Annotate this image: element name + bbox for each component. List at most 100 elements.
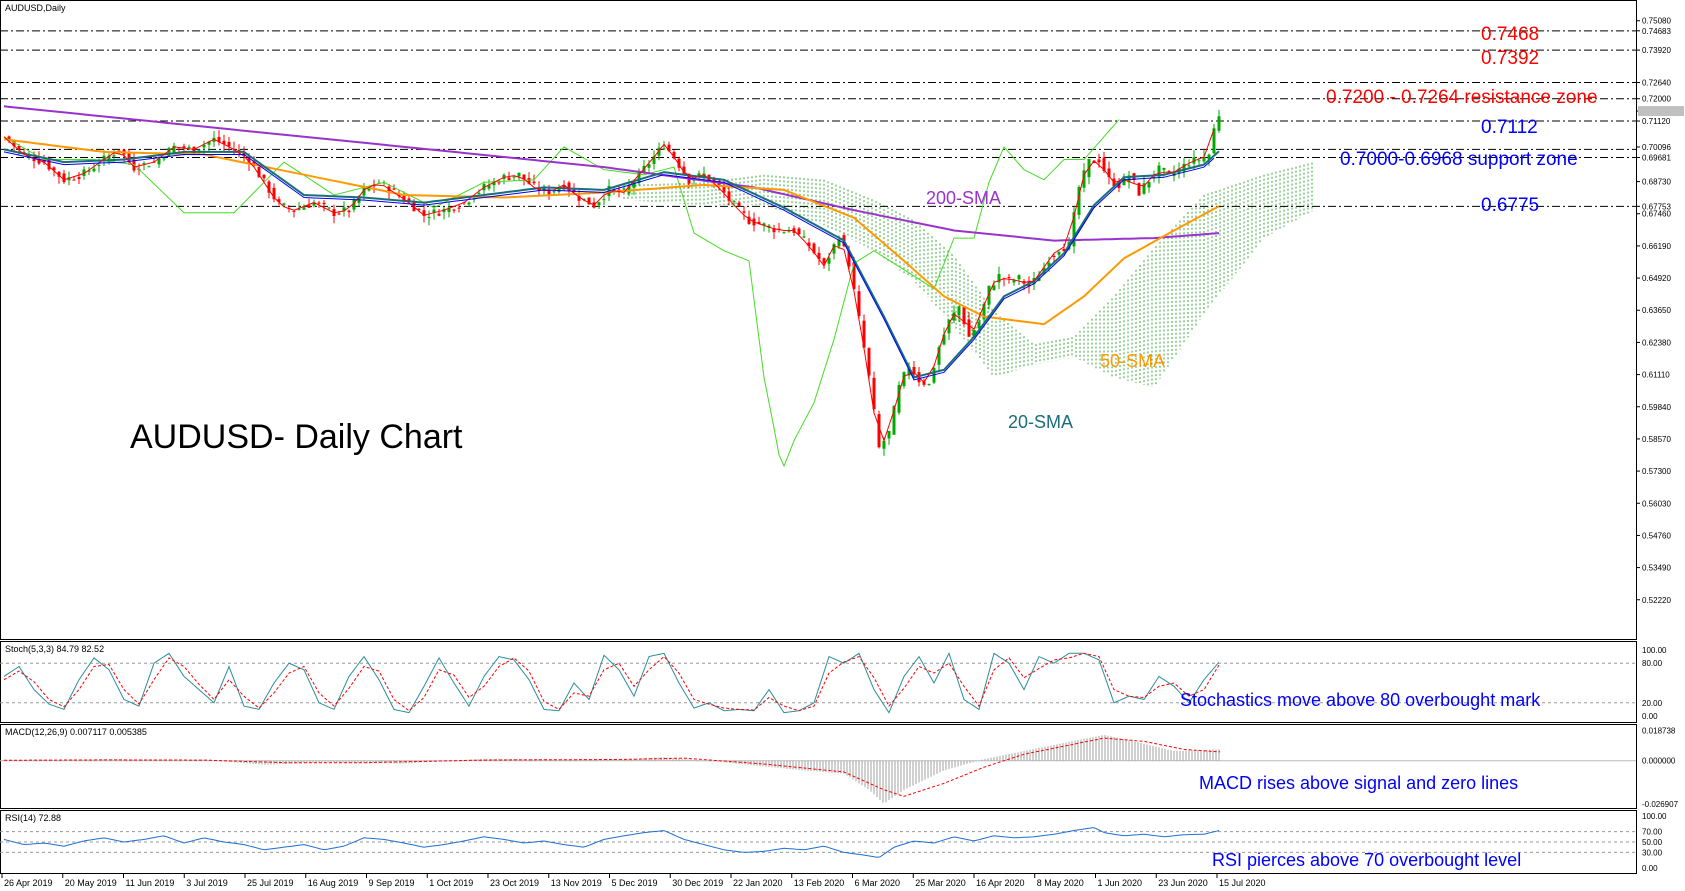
x-axis: 26 Apr 2019 20 May 2019 11 Jun 2019 3 Jul 2… (1, 874, 1266, 888)
candle-body (432, 209, 436, 213)
price-axis-label: 0.56030 (1642, 499, 1671, 508)
candle-body (202, 144, 206, 148)
price-axis-label: 0.63650 (1642, 306, 1671, 315)
candle-body (1202, 156, 1206, 162)
candle-body (907, 366, 911, 376)
candle-body (782, 232, 786, 234)
candle-body (897, 384, 901, 413)
candle-body (757, 221, 761, 224)
candle-body (142, 163, 146, 165)
candle-body (947, 319, 951, 334)
level-label-7392: 0.7392 (1481, 48, 1539, 69)
x-axis-label: 13 Nov 2019 (551, 878, 602, 888)
candle-body (127, 153, 131, 162)
macd-caption: MACD rises above signal and zero lines (1199, 773, 1518, 793)
candle-body (852, 262, 856, 289)
price-axis-label: 0.72640 (1642, 79, 1671, 88)
x-axis-label: 22 Jan 2020 (733, 878, 783, 888)
chikou-span-line (3, 119, 1120, 468)
candle-body (732, 200, 736, 202)
candle-body (882, 440, 886, 449)
candle-body (427, 216, 431, 218)
candle-body (577, 195, 581, 201)
x-axis-label: 23 Oct 2019 (490, 878, 539, 888)
candle-body (237, 149, 241, 152)
x-axis-label: 5 Dec 2019 (612, 878, 658, 888)
kijun-sen-line (3, 151, 1215, 381)
candle-body (602, 199, 606, 201)
candle-body (827, 257, 831, 264)
candle-body (77, 177, 81, 180)
sma200-label: 200-SMA (926, 188, 1001, 208)
candle-body (387, 186, 391, 194)
candle-body (1197, 160, 1201, 162)
candle-body (1122, 176, 1126, 186)
candle-body (787, 231, 791, 233)
candle-body (807, 242, 811, 247)
stochastics-panel: 100.00 80.00 20.00 0.00 (0, 646, 1667, 721)
stoch-k-line (3, 651, 1220, 714)
rsi-title: RSI(14) 72.88 (5, 813, 61, 823)
candle-body (982, 303, 986, 320)
candle-body (112, 155, 116, 157)
candle-body (962, 307, 966, 325)
candle-body (547, 189, 551, 196)
candle-body (762, 223, 766, 226)
x-axis-label: 9 Sep 2019 (369, 878, 415, 888)
candle-body (57, 171, 61, 177)
candle-body (207, 141, 211, 145)
candle-body (267, 181, 271, 193)
candle-body (92, 168, 96, 172)
candle-body (552, 191, 556, 193)
sma200-line (3, 105, 1220, 242)
stoch-title: Stoch(5,3,3) 84.79 82.52 (5, 644, 104, 654)
candle-body (1162, 167, 1166, 170)
candle-body (647, 164, 651, 168)
candle-body (7, 136, 11, 142)
candle-body (832, 244, 836, 254)
macd-title: MACD(12,26,9) 0.007117 0.005385 (5, 727, 147, 737)
candle-body (1102, 157, 1106, 171)
macd-panel: 0.018738 0.000000 -0.026907 (0, 726, 1679, 809)
macd-signal-line (4, 737, 1221, 797)
candle-body (192, 146, 196, 154)
candle-body (182, 146, 186, 149)
candle-body (742, 211, 746, 213)
candle-body (337, 213, 341, 215)
level-label-7468: 0.7468 (1481, 24, 1539, 45)
chart-heading: AUDUSD- Daily Chart (130, 418, 463, 456)
candle-body (957, 306, 961, 316)
level-label-6775: 0.6775 (1481, 195, 1539, 216)
candle-body (772, 228, 776, 233)
candle-body (667, 144, 671, 151)
candle-body (277, 199, 281, 203)
candle-body (327, 207, 331, 209)
candle-body (702, 173, 706, 179)
candle-body (62, 173, 66, 183)
candle-body (587, 197, 591, 205)
x-axis-label: 11 Jun 2019 (126, 878, 175, 888)
x-axis-label: 30 Dec 2019 (672, 878, 723, 888)
candle-body (477, 192, 481, 194)
candle-body (492, 181, 496, 186)
candle-body (117, 150, 121, 152)
rsi-axis-label: 30.00 (1642, 848, 1663, 857)
rsi-caption: RSI pierces above 70 overbought level (1212, 850, 1521, 870)
price-axis-label: 0.70096 (1642, 143, 1671, 152)
candle-body (467, 202, 471, 205)
stoch-caption: Stochastics move above 80 overbought mar… (1180, 690, 1541, 710)
price-axis-label: 0.74683 (1642, 27, 1671, 36)
candle-body (582, 198, 586, 201)
candle-body (1082, 170, 1086, 188)
price-axis-label: 0.59840 (1642, 403, 1671, 412)
candle-body (47, 159, 51, 170)
price-axis-label: 0.57300 (1642, 467, 1671, 476)
candle-body (937, 347, 941, 365)
candle-body (1172, 172, 1176, 176)
price-axis-label: 0.58570 (1642, 435, 1671, 444)
candle-body (1077, 187, 1081, 215)
candle-body (817, 252, 821, 260)
price-axis-label: 0.66190 (1642, 242, 1671, 251)
stoch-d-line (3, 652, 1220, 712)
